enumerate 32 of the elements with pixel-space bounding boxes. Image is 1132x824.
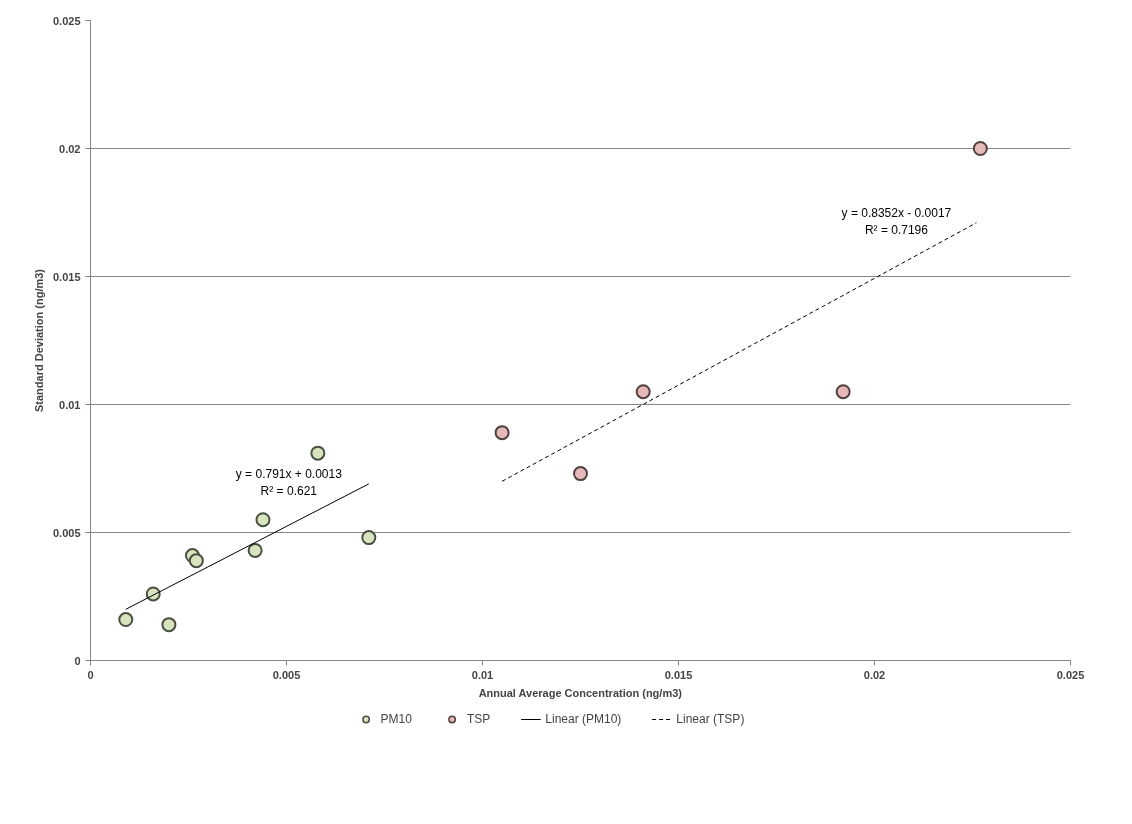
- point: [118, 612, 134, 628]
- y-tick-label: 0.015: [52, 270, 81, 283]
- x-tick-label: 0.015: [664, 668, 693, 681]
- legend-label: PM10: [380, 711, 412, 727]
- point: [188, 553, 204, 569]
- annotation: y = 0.791x + 0.0013 R² = 0.621: [235, 467, 343, 498]
- point: [361, 530, 377, 546]
- y-axis-title: Standard Deviation (ng/m3): [32, 268, 45, 413]
- x-tick-label: 0.01: [471, 668, 494, 681]
- point: [310, 445, 326, 461]
- point: [161, 617, 177, 633]
- legend-label: Linear (TSP): [676, 711, 745, 727]
- y-tick-label: 0.01: [59, 398, 81, 411]
- point: [835, 384, 851, 400]
- point: [255, 512, 271, 528]
- legend-label: TSP: [466, 711, 491, 727]
- point: [573, 466, 588, 482]
- point: [247, 542, 263, 558]
- y-tick-label: 0.025: [52, 14, 81, 27]
- y-tick-label: 0.005: [52, 526, 81, 539]
- x-tick-label: 0.025: [1056, 668, 1085, 681]
- y-tick-label: 0: [74, 654, 81, 667]
- point: [972, 141, 988, 156]
- point: [635, 384, 651, 400]
- y-tick-label: 0.02: [59, 142, 81, 155]
- x-tick-label: 0.005: [272, 668, 301, 681]
- x-tick-label: 0: [87, 668, 94, 681]
- legend-label: Linear (PM10): [545, 711, 622, 727]
- annotation: y = 0.8352x - 0.0017 R² = 0.7196: [841, 205, 952, 237]
- x-axis-title: Annual Average Concentration (ng/m3): [478, 686, 683, 699]
- x-tick-label: 0.02: [863, 668, 886, 681]
- point: [494, 425, 510, 441]
